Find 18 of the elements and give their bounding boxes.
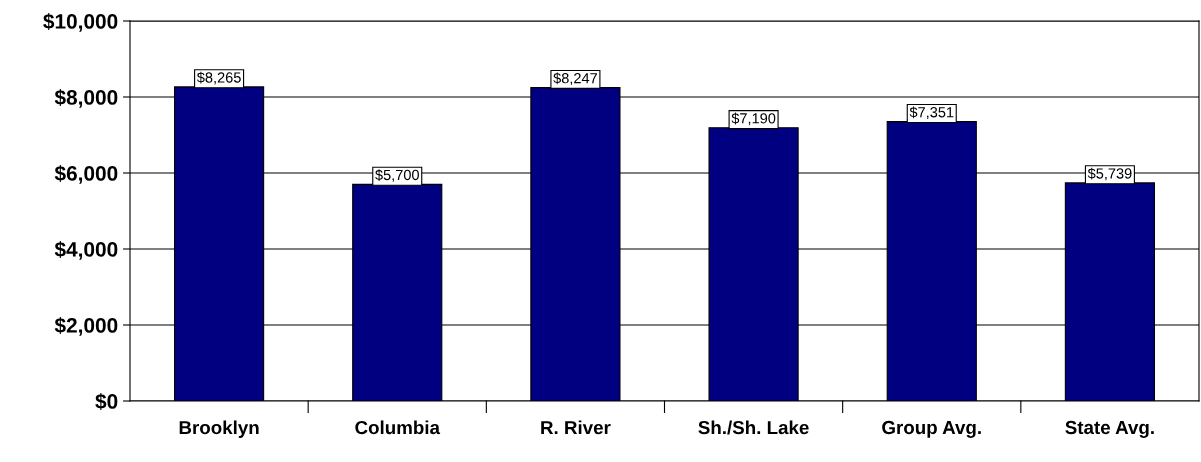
data-label: $5,700 <box>375 169 419 182</box>
x-tick-label: State Avg. <box>1065 420 1154 438</box>
x-tick-label: Brooklyn <box>179 420 259 438</box>
y-tick-label: $2,000 <box>54 317 118 336</box>
data-label: $7,190 <box>731 112 776 126</box>
x-tick-label: Group Avg. <box>882 420 981 438</box>
y-tick-label: $6,000 <box>54 165 118 184</box>
data-label: $8,247 <box>553 72 597 86</box>
x-tick-label: Columbia <box>355 420 441 435</box>
y-tick-label: $10,000 <box>43 13 118 32</box>
data-label: $8,265 <box>196 71 241 85</box>
data-label: $5,739 <box>1087 167 1132 181</box>
data-label: $7,351 <box>909 106 954 120</box>
y-tick-label: $0 <box>95 393 118 411</box>
x-tick-label: Sh./Sh. Lake <box>698 420 809 435</box>
y-tick-label: $4,000 <box>54 241 118 260</box>
x-tick-label: R. River <box>541 420 611 435</box>
y-tick-label: $8,000 <box>54 89 118 108</box>
